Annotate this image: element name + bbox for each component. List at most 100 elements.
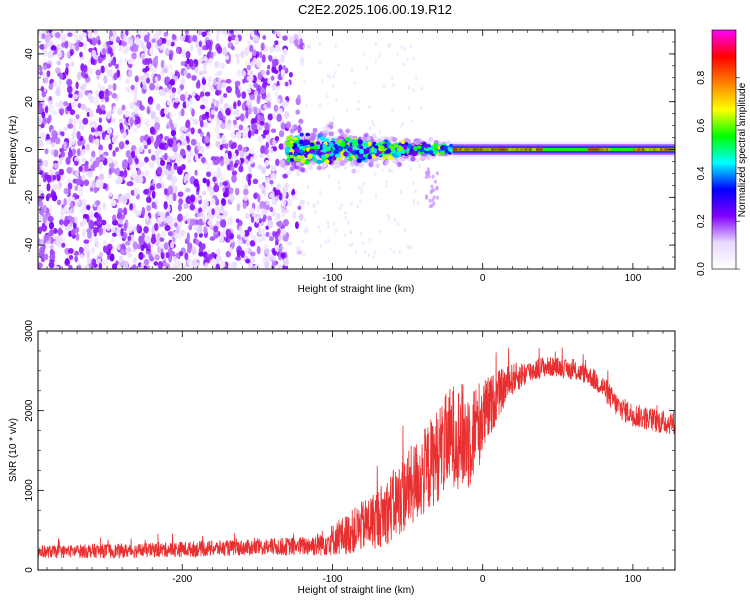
heatmap-cell: [93, 160, 100, 168]
heatmap-cell: [127, 156, 133, 166]
heatmap-band-core: [536, 148, 539, 151]
heatmap-cell: [266, 132, 271, 142]
heatmap-cell: [327, 238, 330, 243]
heatmap-cell: [106, 127, 113, 135]
heatmap-cell: [272, 146, 277, 152]
heatmap-cell: [45, 194, 50, 202]
heatmap-cell: [338, 185, 341, 190]
heatmap-band-core: [648, 148, 652, 151]
heatmap-cell: [39, 246, 46, 255]
heatmap-cell: [93, 237, 99, 243]
heatmap-band-core: [529, 148, 532, 151]
heatmap-cell: [253, 90, 259, 96]
heatmap-cell: [60, 151, 66, 158]
heatmap-cell: [325, 146, 332, 151]
heatmap-cell: [78, 119, 83, 125]
heatmap-band-core: [466, 148, 469, 151]
heatmap-cell: [248, 207, 255, 215]
heatmap-cell: [199, 70, 203, 76]
heatmap-cell: [304, 102, 308, 107]
heatmap-cell: [178, 198, 184, 206]
heatmap-cell: [96, 242, 100, 248]
heatmap-band-core: [587, 148, 591, 151]
heatmap-cell: [186, 232, 190, 242]
heatmap-cell: [412, 146, 419, 151]
heatmap-cell: [430, 188, 434, 193]
heatmap-cell: [344, 215, 347, 220]
heatmap-band-core: [497, 148, 501, 151]
heatmap-cell: [38, 200, 44, 208]
heatmap-cell: [256, 164, 263, 170]
heatmap-cell: [243, 188, 249, 196]
heatmap-cell: [234, 187, 240, 196]
heatmap-cell: [409, 245, 413, 250]
heatmap-cell: [349, 230, 353, 235]
heatmap-cell: [129, 203, 133, 211]
heatmap-cell: [78, 41, 84, 48]
heatmap-cell: [106, 254, 111, 260]
heatmap-cell: [365, 136, 371, 142]
colorbar-ticks: 0.0 0.2 0.4 0.6 0.8: [696, 70, 740, 276]
heatmap-cell: [73, 222, 77, 230]
heatmap-cell: [38, 158, 43, 167]
heatmap-cell: [227, 263, 233, 269]
heatmap-cell: [249, 240, 256, 247]
heatmap-cell: [308, 165, 314, 171]
heatmap-cell: [162, 37, 167, 44]
heatmap-cell: [111, 117, 116, 124]
heatmap-cell: [205, 39, 212, 49]
heatmap-cell: [344, 136, 351, 142]
heatmap-cell: [318, 102, 322, 107]
snr-y-ticks: 0 1000 2000 3000: [24, 319, 675, 573]
heatmap-cell: [113, 168, 119, 175]
heatmap-cell: [231, 174, 237, 183]
heatmap-cell: [315, 141, 321, 145]
heatmap-cell: [92, 226, 98, 235]
heatmap-cell: [180, 148, 186, 157]
heatmap-band-core: [481, 148, 485, 151]
heatmap-cell: [281, 212, 285, 218]
heatmap-cell: [175, 226, 180, 234]
heatmap-cell: [352, 142, 357, 148]
heatmap-cell: [67, 182, 73, 190]
heatmap-cell: [77, 102, 82, 109]
heatmap-cell: [127, 58, 133, 65]
heatmap-cell: [265, 231, 270, 238]
heatmap-cell: [63, 187, 69, 195]
heatmap-cell: [129, 117, 134, 125]
heatmap-cell: [197, 212, 202, 218]
heatmap-cell: [80, 71, 86, 77]
heatmap-cell: [81, 157, 87, 163]
heatmap-cell: [223, 93, 228, 98]
heatmap-cell: [328, 121, 334, 127]
heatmap-cell: [286, 240, 293, 246]
heatmap-cell: [148, 162, 155, 168]
heatmap-cell: [212, 51, 217, 57]
heatmap-cell: [209, 253, 213, 260]
heatmap-cell: [206, 171, 211, 177]
heatmap-cell: [74, 185, 79, 191]
heatmap-cell: [328, 141, 334, 148]
heatmap-cell: [253, 35, 260, 43]
heatmap-cell: [151, 190, 156, 199]
heatmap-cell: [253, 106, 258, 115]
heatmap-cell: [232, 141, 237, 149]
heatmap-cell: [189, 97, 193, 105]
heatmap-cell: [56, 199, 62, 206]
heatmap-cell: [194, 219, 200, 226]
heatmap-cell: [143, 34, 150, 43]
heatmap-cell: [359, 145, 364, 150]
heatmap-cell: [118, 141, 125, 150]
heatmap-cell: [201, 31, 207, 37]
heatmap-cell: [409, 166, 413, 171]
heatmap-cell: [227, 150, 232, 160]
heatmap-cell: [107, 69, 113, 78]
heatmap-cell: [318, 61, 322, 66]
heatmap-cell: [224, 187, 229, 194]
heatmap-cell: [56, 60, 61, 66]
heatmap-cell: [245, 258, 251, 264]
heatmap-cell: [216, 169, 222, 179]
heatmap-cell: [132, 226, 138, 232]
heatmap-cell: [67, 85, 73, 94]
heatmap-cell: [291, 161, 297, 167]
